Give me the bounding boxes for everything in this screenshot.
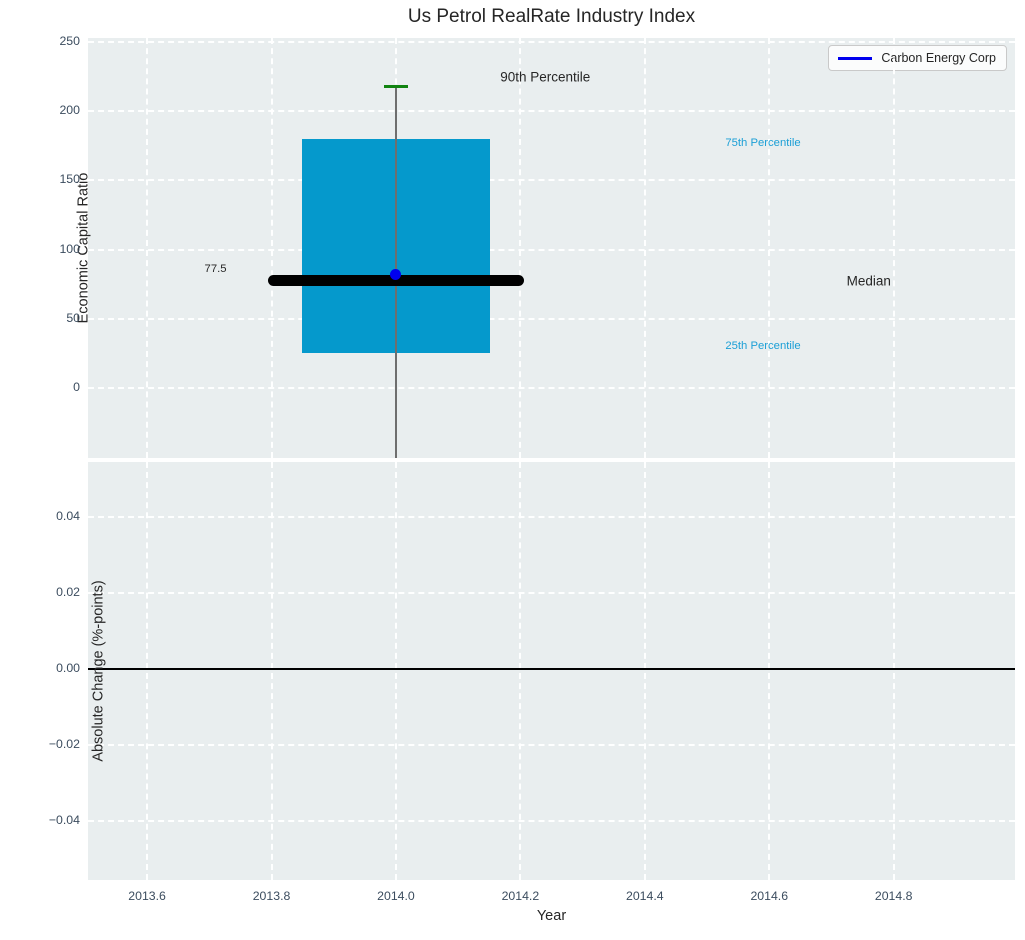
v-gridline [892, 38, 895, 458]
y-tick-label: 0.04 [56, 509, 80, 524]
x-axis-label: Year [536, 908, 567, 924]
x-tick-label: 2014.4 [626, 889, 664, 903]
x-tick-label: 2013.6 [128, 889, 166, 903]
x-tick-label: 2013.8 [252, 889, 291, 903]
chart-title: Us Petrol RealRate Industry Index [407, 6, 696, 27]
h-gridline [88, 179, 1015, 182]
annotation-77-5: 77.5 [204, 262, 227, 275]
v-gridline [519, 38, 522, 458]
annotation-90th-percentile: 90th Percentile [500, 69, 591, 85]
x-tick-label: 2014.8 [874, 889, 913, 903]
y-tick-label: 0 [73, 379, 80, 394]
y-axis-label-bottom: Absolute Change (%-points) [90, 580, 107, 762]
h-gridline [88, 317, 1015, 320]
y-tick-label: 0.02 [56, 585, 80, 600]
y-tick-label: 50 [66, 310, 80, 325]
y-tick-label: 0.00 [56, 661, 80, 676]
v-gridline [270, 38, 273, 458]
company-point [390, 269, 402, 280]
h-gridline [88, 820, 1015, 823]
y-tick-label: 200 [59, 103, 80, 118]
h-gridline [88, 592, 1015, 595]
annotation-25th-percentile: 25th Percentile [725, 340, 801, 353]
x-tick-label: 2014.2 [501, 889, 540, 903]
v-gridline [768, 38, 771, 458]
y-tick-label: 100 [59, 241, 80, 256]
v-gridline [270, 462, 273, 880]
v-gridline [643, 462, 646, 880]
v-gridline [394, 462, 397, 880]
v-gridline [892, 462, 895, 880]
zero-line [88, 668, 1015, 671]
x-tick-label: 2014.0 [377, 889, 415, 903]
y-tick-label: 250 [59, 34, 80, 48]
v-gridline [146, 462, 149, 880]
h-gridline [88, 386, 1015, 389]
annotation-median: Median [846, 273, 891, 289]
x-tick-label: 2014.6 [750, 889, 789, 903]
legend-label: Carbon Energy Corp [881, 51, 996, 65]
h-gridline [88, 744, 1015, 747]
y-tick-label: 150 [59, 172, 80, 187]
h-gridline [88, 516, 1015, 519]
bottom-plot-area [88, 462, 1015, 880]
legend: Carbon Energy Corp [828, 45, 1007, 71]
h-gridline [88, 248, 1015, 251]
v-gridline [146, 38, 149, 458]
v-gridline [768, 462, 771, 880]
legend-line-sample [838, 56, 873, 60]
v-gridline [643, 38, 646, 458]
v-gridline [519, 462, 522, 880]
top-plot-area: Carbon Energy Corp 90th Percentile 75th P… [88, 38, 1015, 458]
h-gridline [88, 110, 1015, 113]
y-tick-label: −0.02 [48, 737, 80, 752]
median-line [268, 275, 524, 287]
y-tick-label: −0.04 [48, 813, 80, 828]
annotation-75th-percentile: 75th Percentile [725, 137, 801, 150]
p90-cap [383, 84, 409, 89]
h-gridline [88, 41, 1015, 43]
